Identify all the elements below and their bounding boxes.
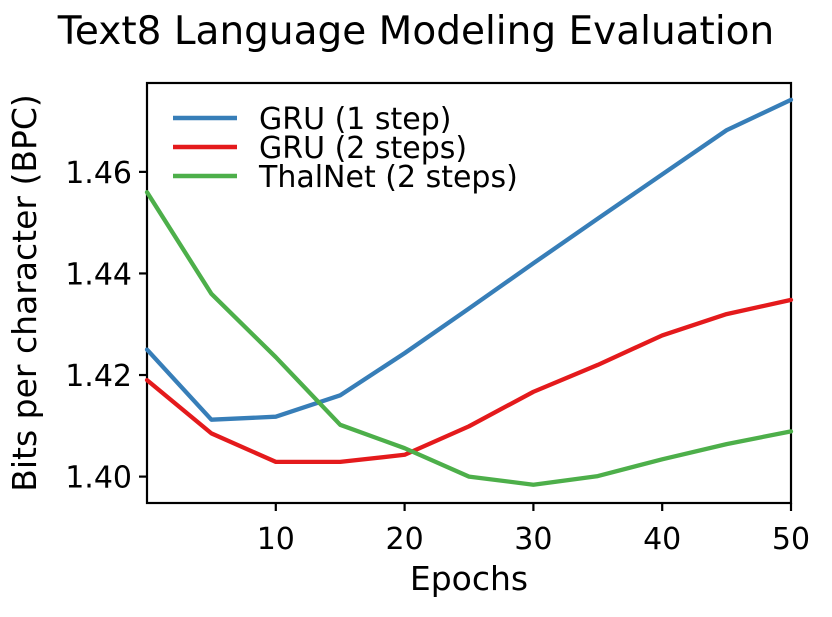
y-tick-label: 1.46 <box>65 156 132 191</box>
legend-item-gru-2-steps: GRU (2 steps) <box>173 131 467 166</box>
legend-label: ThalNet (2 steps) <box>258 160 518 195</box>
y-tick-label: 1.42 <box>65 359 132 394</box>
legend: GRU (1 step)GRU (2 steps)ThalNet (2 step… <box>173 102 518 195</box>
legend-label: GRU (2 steps) <box>259 131 467 166</box>
legend-item-gru-1-step: GRU (1 step) <box>173 102 452 137</box>
y-tick-label: 1.44 <box>65 257 132 292</box>
y-axis-label: Bits per character (BPC) <box>5 94 44 492</box>
series-lines <box>144 97 794 487</box>
plot-area-frame <box>145 81 793 505</box>
x-tick-label: 30 <box>514 522 552 557</box>
x-axis-label: Epochs <box>410 559 528 598</box>
y-tick-label: 1.40 <box>65 461 132 496</box>
series-line-gru-2-steps <box>144 297 794 465</box>
series-line-thalnet-2-steps <box>144 190 794 487</box>
chart-title: Text8 Language Modeling Evaluation <box>57 9 775 54</box>
x-tick-label: 40 <box>643 522 681 557</box>
legend-item-thalnet-2-steps: ThalNet (2 steps) <box>173 160 518 195</box>
legend-label: GRU (1 step) <box>259 102 452 137</box>
x-tick-label: 50 <box>772 522 810 557</box>
axis-tick-labels: 10 20 30 40 50 1.40 1.42 1.44 1.46 <box>65 156 810 557</box>
axis-ticks <box>139 170 793 511</box>
x-tick-label: 10 <box>257 522 295 557</box>
series-line-gru-1-step <box>144 97 794 422</box>
x-tick-label: 20 <box>386 522 424 557</box>
